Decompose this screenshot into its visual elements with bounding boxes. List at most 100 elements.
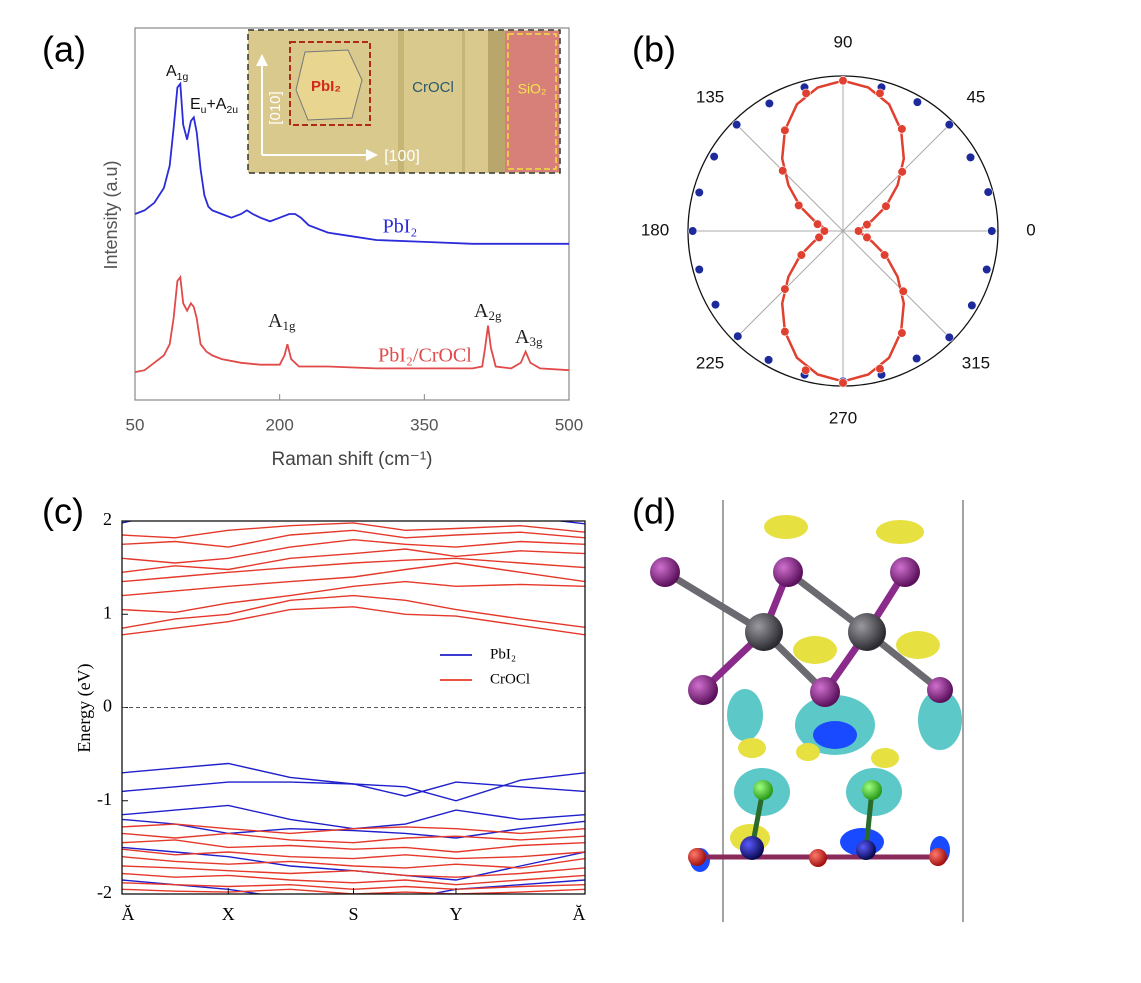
peak-label-sub: 2g	[488, 308, 502, 323]
inset-substrate	[505, 31, 559, 172]
band-line	[122, 846, 585, 881]
peak-label: Eu+A2u	[190, 96, 238, 116]
band-line	[122, 832, 585, 844]
data-point	[780, 125, 790, 135]
peak-label: A1g	[268, 310, 296, 333]
data-point	[880, 250, 890, 260]
data-point	[912, 353, 922, 364]
inset-stripe	[488, 31, 505, 172]
peak-label: A3g	[515, 326, 543, 349]
data-point	[853, 226, 864, 236]
data-point	[862, 219, 872, 230]
inset-label: SiO₂	[518, 81, 547, 97]
band-line	[122, 548, 585, 573]
band-line	[122, 823, 585, 835]
panel-label: (b)	[632, 29, 676, 70]
data-point	[694, 264, 704, 275]
data-point	[819, 226, 830, 236]
panel-label: (d)	[632, 491, 676, 532]
data-point	[780, 284, 790, 294]
data-point	[780, 327, 790, 337]
plot-frame	[121, 520, 586, 895]
x-tick-label: Ă	[573, 904, 586, 924]
x-axis-label: Raman shift (cm⁻¹)	[272, 449, 433, 470]
angle-grid-line	[733, 121, 844, 232]
x-tick-label: Y	[449, 904, 462, 924]
legend-label: CrOCl	[490, 671, 530, 687]
angle-tick-label: 90	[834, 32, 853, 51]
x-tick-label: X	[222, 904, 235, 924]
inset-border	[247, 29, 561, 174]
inset-box	[289, 41, 371, 126]
data-point	[987, 226, 997, 236]
band-line	[122, 521, 585, 525]
series-label: PbI₂	[383, 216, 418, 238]
data-point	[875, 364, 885, 374]
data-point	[778, 166, 788, 176]
y-tick-label: -2	[97, 882, 112, 902]
legend-label: PbI₂	[490, 646, 516, 662]
x-tick-label: 500	[555, 415, 583, 434]
data-point	[733, 331, 743, 341]
band-line	[122, 848, 585, 860]
data-point	[688, 226, 698, 236]
band-area	[122, 521, 585, 894]
band-line	[122, 529, 585, 548]
peak-label-base: +A	[206, 96, 226, 113]
y-tick-label: 0	[103, 696, 112, 716]
band-line	[122, 865, 585, 878]
arrow-head	[366, 149, 378, 161]
inset-box	[507, 33, 557, 170]
peak-label-base: A	[474, 300, 489, 322]
data-point	[801, 365, 811, 375]
x-tick-label: 200	[265, 415, 293, 434]
data-point	[794, 200, 804, 211]
band-line	[122, 562, 585, 597]
peak-label-base: A	[268, 310, 283, 332]
peak-label-sub: u	[201, 105, 207, 116]
peak-label-base: A	[515, 326, 530, 348]
x-tick-label: Ă	[122, 904, 135, 924]
data-point	[838, 378, 848, 388]
y-axis-label: Intensity (a.u)	[101, 160, 121, 269]
panel-label: (c)	[42, 491, 84, 532]
data-point	[982, 264, 992, 275]
angle-tick-label: 135	[696, 88, 724, 107]
series-label: PbI₂/CrOCl	[378, 345, 472, 367]
data-point	[881, 201, 891, 211]
inset-label: [100]	[384, 148, 420, 165]
x-tick-label: 350	[410, 415, 438, 434]
angle-grid-line	[842, 121, 953, 232]
atoms	[650, 557, 953, 867]
band-line	[122, 879, 585, 894]
y-tick-label: -1	[97, 789, 112, 809]
angle-tick-label: 225	[696, 353, 724, 372]
peak-label-sub: 3g	[529, 334, 543, 349]
inset-stripe	[398, 31, 404, 172]
spectrum-line	[134, 274, 570, 373]
peak-label-base: A	[166, 63, 177, 80]
band-line	[122, 872, 585, 886]
angle-tick-label: 180	[641, 220, 669, 239]
data-point	[709, 152, 719, 162]
data-point	[812, 219, 823, 229]
peak-label: A1g	[166, 63, 188, 83]
data-point	[764, 98, 774, 109]
panel-label: (a)	[42, 29, 86, 70]
angle-tick-label: 270	[829, 408, 857, 427]
band-line	[122, 594, 585, 629]
data-point	[967, 300, 977, 311]
data-point	[897, 124, 907, 134]
data-point	[796, 250, 806, 260]
peak-label-base: E	[190, 96, 201, 113]
y-axis-label: Energy (eV)	[74, 663, 95, 752]
x-tick-label: 50	[126, 415, 145, 434]
angle-tick-label: 0	[1026, 220, 1035, 239]
band-line	[122, 606, 585, 636]
plot-a: 50 200 350 500 Raman shift (cm⁻¹) Intensity (…	[101, 27, 583, 470]
band-line	[122, 839, 585, 853]
data-point	[898, 286, 908, 296]
peak-label-sub: 1g	[282, 318, 296, 333]
data-point	[838, 76, 848, 86]
